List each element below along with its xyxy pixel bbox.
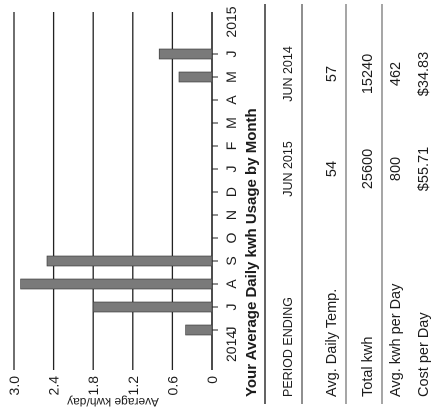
x-tick-label: F xyxy=(223,142,239,151)
bar xyxy=(158,48,213,60)
table-cell: Total kwh xyxy=(360,337,376,397)
bar xyxy=(46,255,213,267)
x-tick-label: J xyxy=(223,166,239,173)
rotated-figure: 3.0 2.4 1.8 1.2 0.6 0 Average kwh/day 2014 2015 J… xyxy=(6,4,432,409)
y-tick-label: 0 xyxy=(204,376,220,384)
x-tick-label: J xyxy=(223,304,239,311)
x-tick-label: D xyxy=(223,187,239,197)
x-tick-label: J xyxy=(223,327,239,334)
bar-chart: 3.0 2.4 1.8 1.2 0.6 0 Average kwh/day 2014 2015 J… xyxy=(6,6,239,409)
table-cell: 25600 xyxy=(360,149,376,189)
y-tick-label: 0.6 xyxy=(164,376,180,396)
bar xyxy=(178,71,213,83)
bar xyxy=(185,324,213,336)
chart-title: Your Average Daily kwh Usage by Month xyxy=(243,108,260,397)
y-tick-label: 3.0 xyxy=(6,376,22,396)
y-tick-label: 1.8 xyxy=(85,376,101,396)
table-cell: 462 xyxy=(388,62,404,86)
y-tick-label: 2.4 xyxy=(46,376,62,396)
y-axis-label: Average kwh/day xyxy=(67,395,159,409)
table-cell: Avg. kwh per Day xyxy=(388,283,404,397)
table-header-cell: JUN 2014 xyxy=(281,46,295,102)
table-header-cell: JUN 2015 xyxy=(281,141,295,197)
table-cell: 800 xyxy=(388,157,404,181)
table-cell: 54 xyxy=(324,161,340,177)
summary-table: PERIOD ENDING JUN 2015 JUN 2014 Avg. Daily … xyxy=(264,4,432,404)
bar xyxy=(20,278,213,290)
table-cell: $55.71 xyxy=(416,147,432,191)
x-tick-label: N xyxy=(223,210,239,220)
x-tick-label: M xyxy=(223,71,239,83)
bar xyxy=(92,301,213,313)
table-header-cell: PERIOD ENDING xyxy=(281,297,295,397)
x-tick-label: S xyxy=(223,256,239,265)
x-tick-label: A xyxy=(223,95,239,105)
x-tick-label: M xyxy=(223,117,239,129)
x-tick-label: A xyxy=(223,279,239,289)
table-cell: $34.83 xyxy=(416,52,432,96)
y-tick-label: 1.2 xyxy=(125,376,141,396)
x-year-start: 2014 xyxy=(223,331,239,362)
table-cell: 57 xyxy=(324,66,340,82)
table-cell: Cost per Day xyxy=(416,312,432,397)
table-cell: Avg. Daily Temp. xyxy=(324,289,340,397)
x-tick-label: O xyxy=(223,232,239,243)
table-cell: 15240 xyxy=(360,54,376,94)
x-year-end: 2015 xyxy=(223,6,239,37)
x-tick-label: J xyxy=(223,51,239,58)
